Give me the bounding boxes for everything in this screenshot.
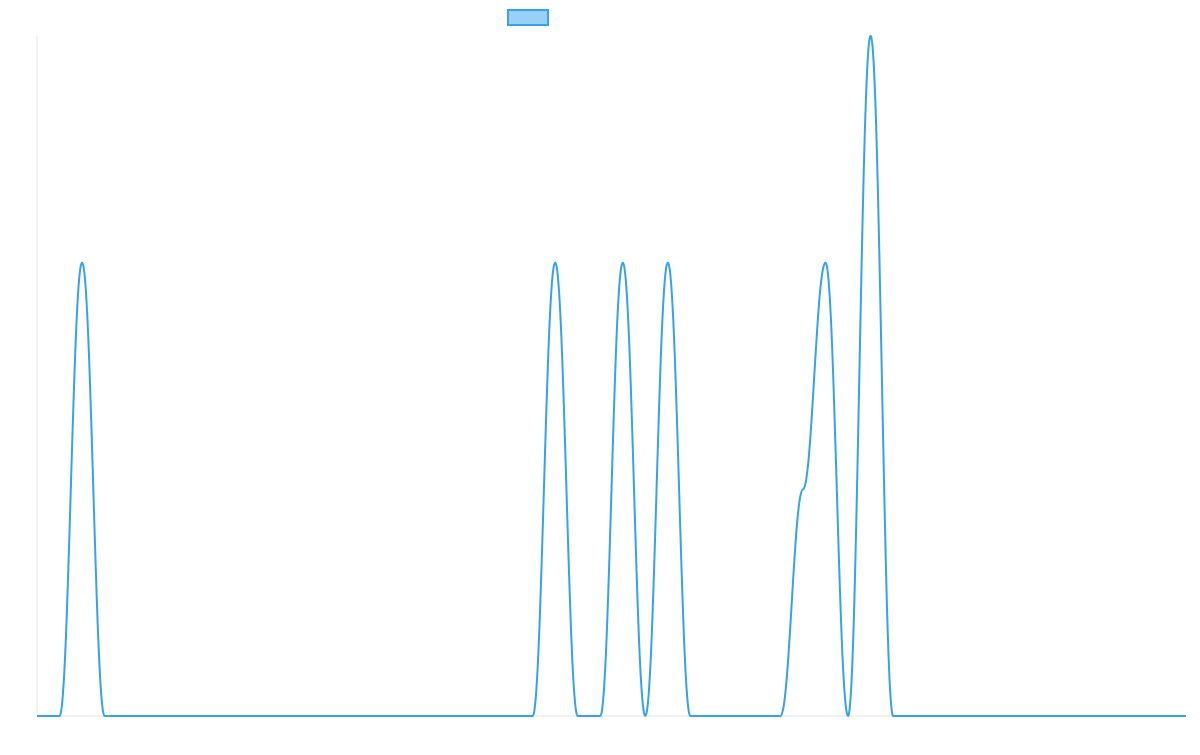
data-line <box>37 34 1186 718</box>
legend-swatch <box>507 9 549 26</box>
